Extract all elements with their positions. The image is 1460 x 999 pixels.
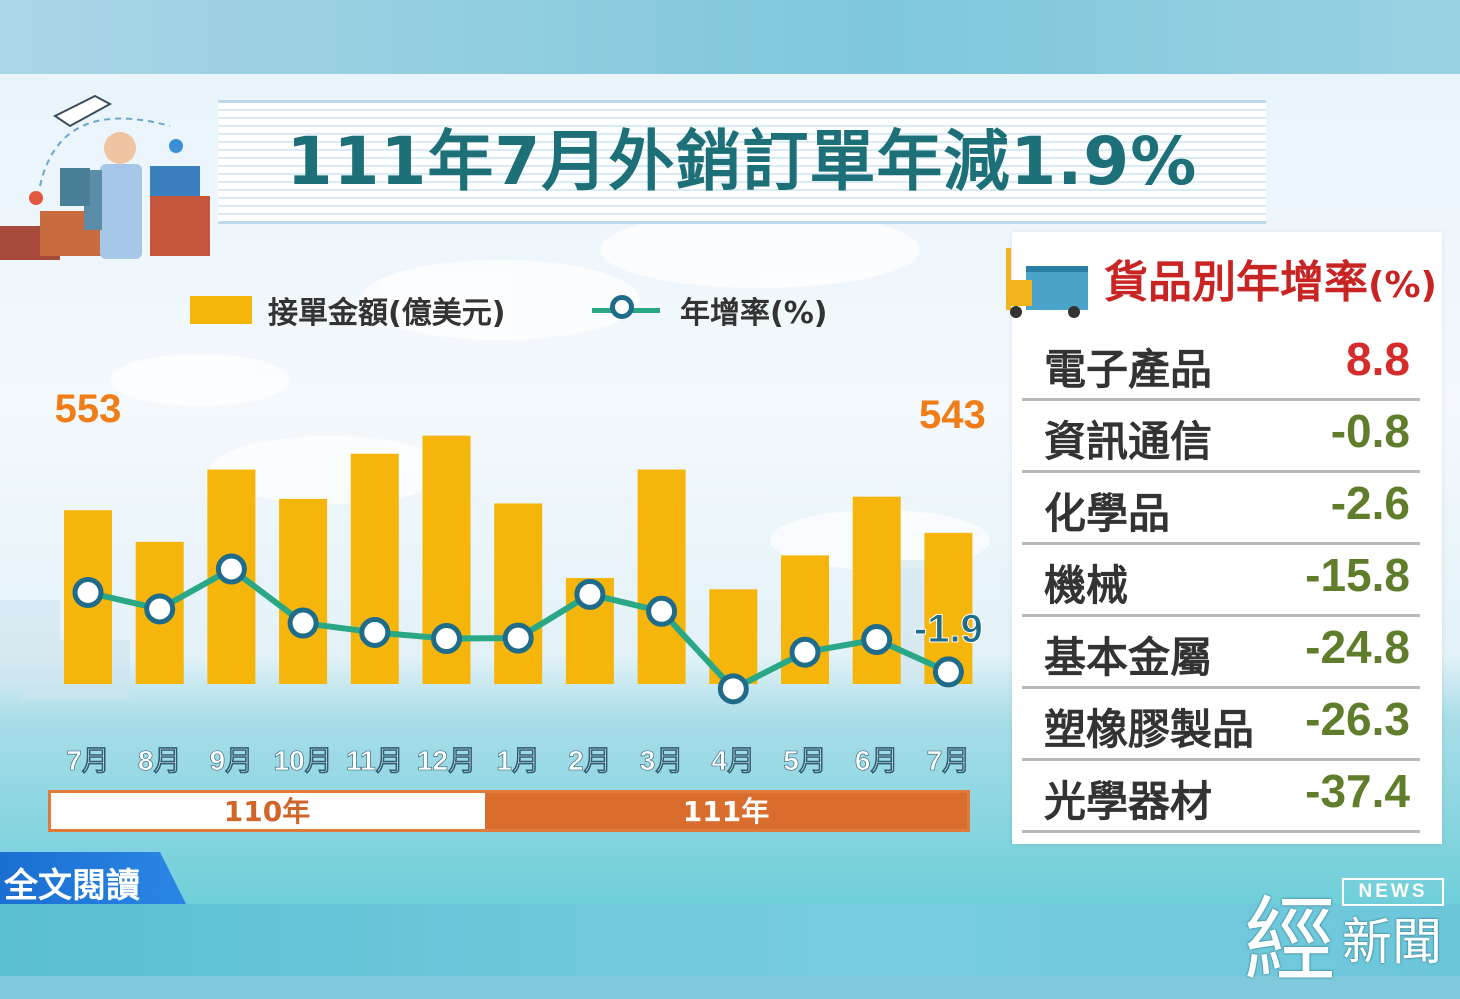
growth-rate-point-7 — [502, 622, 534, 654]
logistics-illustration-icon — [0, 94, 210, 260]
table-title-unit: (%) — [1368, 265, 1437, 306]
row-growth-value: -24.8 — [1305, 621, 1410, 673]
year-group-110: 110年 — [223, 795, 311, 828]
row-category-name: 機械 — [1044, 561, 1129, 610]
x-tick-label: 3月 — [640, 745, 684, 776]
year-axis: 110年 111年 — [48, 790, 970, 832]
table-title: 貨品別年增率(%) — [1104, 246, 1437, 310]
x-tick-label: 2月 — [568, 745, 612, 776]
bar-data-label-last: 543 — [919, 393, 986, 437]
row-category-name: 化學品 — [1044, 489, 1171, 538]
row-category-name: 基本金屬 — [1044, 633, 1213, 682]
growth-rate-point-8 — [574, 578, 606, 610]
table-row: 資訊通信 -0.8 — [1022, 400, 1420, 473]
table-row: 化學品 -2.6 — [1022, 472, 1420, 545]
growth-rate-point-12 — [861, 624, 893, 655]
x-tick-label: 12月 — [417, 745, 476, 776]
read-full-article-label: 全文閱讀 — [4, 866, 140, 906]
row-growth-value: -0.8 — [1330, 405, 1410, 457]
logo-sub-text: 新聞 — [1342, 913, 1442, 971]
page-title: 111年7月外銷訂單年減1.9% — [286, 123, 1198, 200]
growth-rate-point-5 — [359, 616, 391, 648]
growth-rate-point-2 — [144, 593, 176, 625]
row-growth-value: -15.8 — [1305, 549, 1410, 601]
table-row: 基本金屬 -24.8 — [1022, 616, 1420, 689]
legend-bar-swatch — [190, 296, 252, 324]
table-row: 光學器材 -37.4 — [1022, 760, 1420, 833]
legend-bar-label: 接單金額(億美元) — [268, 296, 506, 331]
row-growth-value: -26.3 — [1305, 693, 1410, 745]
row-growth-value: -37.4 — [1305, 765, 1410, 817]
forklift-icon — [1006, 248, 1088, 318]
logo-main-char: 經 — [1244, 887, 1337, 994]
table-row: 電子產品 8.8 — [1022, 328, 1420, 401]
growth-rate-point-10 — [717, 673, 749, 705]
x-tick-label: 11月 — [346, 745, 404, 776]
x-tick-label: 1月 — [496, 745, 540, 776]
news-logo: 經 NEWS 新聞 — [1244, 872, 1444, 994]
x-tick-label: 10月 — [274, 745, 333, 776]
bar-5 — [350, 453, 399, 684]
growth-rate-point-3 — [215, 553, 247, 585]
read-full-article-button[interactable]: 全文閱讀 — [0, 852, 186, 904]
bar-9 — [637, 469, 686, 684]
x-tick-label: 9月 — [210, 745, 254, 776]
top-band — [0, 0, 1460, 74]
table-row: 塑橡膠製品 -26.3 — [1022, 688, 1420, 761]
table-title-text: 貨品別年增率 — [1104, 257, 1368, 308]
x-tick-label: 6月 — [855, 745, 899, 776]
line-data-label-last: -1.9 — [914, 607, 983, 651]
row-category-name: 光學器材 — [1044, 777, 1213, 826]
growth-rate-point-6 — [431, 623, 462, 655]
bar-4 — [279, 498, 328, 684]
row-category-name: 資訊通信 — [1044, 417, 1213, 466]
growth-rate-point-1 — [72, 577, 104, 608]
row-growth-value: -2.6 — [1330, 477, 1410, 529]
orders-chart: 7月 8月 9月 10月 11月 12月 1月 2月 3月 4月 5月 6月 7月 553 543 -1.9 — [55, 387, 986, 776]
legend-marker-icon — [610, 295, 634, 319]
growth-rate-point-9 — [646, 595, 678, 627]
title-banner: 111年7月外銷訂單年減1.9% — [218, 100, 1266, 224]
logo-news-text: NEWS — [1342, 878, 1444, 906]
row-category-name: 塑橡膠製品 — [1044, 705, 1255, 754]
category-growth-table: 貨品別年增率(%) 電子產品 8.8 資訊通信 -0.8 化學品 -2.6 機械 -15.8 基… — [1006, 232, 1442, 844]
bar-12 — [852, 496, 901, 684]
growth-rate-point-4 — [287, 607, 319, 639]
x-tick-label: 7月 — [66, 745, 110, 776]
bar-7 — [494, 503, 543, 684]
bottom-band — [0, 904, 1460, 976]
growth-rate-point-13 — [932, 656, 964, 688]
x-tick-label: 4月 — [712, 745, 756, 776]
bar-data-label-first: 553 — [55, 387, 122, 431]
legend-line-label: 年增率(%) — [680, 296, 828, 331]
row-growth-value: 8.8 — [1346, 333, 1410, 385]
x-tick-label: 7月 — [927, 745, 971, 776]
x-tick-label: 5月 — [783, 745, 827, 776]
year-group-111: 111年 — [485, 793, 967, 829]
x-tick-label: 8月 — [138, 745, 182, 776]
table-row: 機械 -15.8 — [1022, 544, 1420, 617]
growth-rate-point-11 — [789, 636, 821, 668]
row-category-name: 電子產品 — [1044, 345, 1213, 394]
